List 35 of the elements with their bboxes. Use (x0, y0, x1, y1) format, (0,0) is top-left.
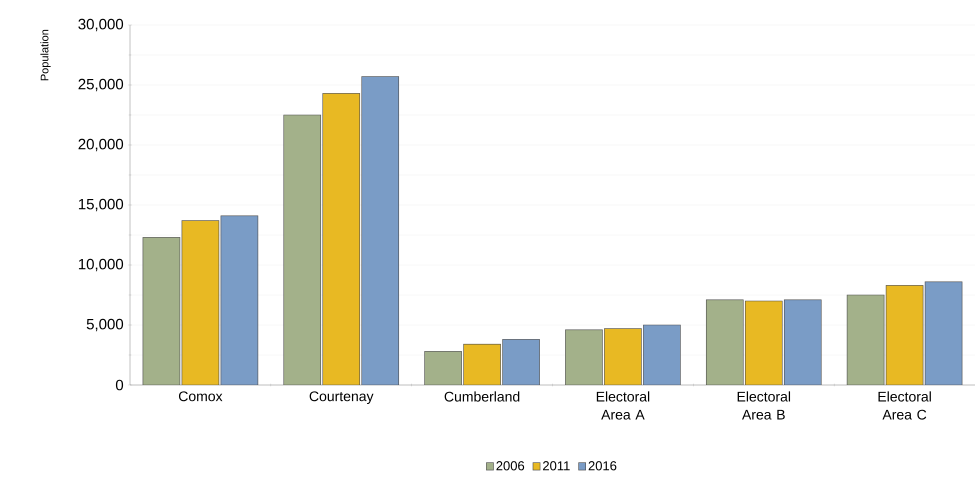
bar (322, 93, 360, 385)
bar (744, 300, 783, 385)
y-tick-label: 10,000 (78, 258, 124, 272)
bar (182, 220, 220, 385)
bar (604, 328, 642, 385)
y-tick-label: 25,000 (78, 78, 124, 92)
bar (502, 339, 540, 385)
bar (142, 237, 180, 385)
y-tick-label: 20,000 (78, 138, 124, 152)
bar (565, 330, 603, 385)
bar (886, 285, 924, 385)
x-tick-label: Cumberland (444, 391, 520, 402)
x-tick-label: Electoral Area C (878, 391, 931, 420)
bar (784, 300, 822, 385)
y-tick-label: 5,000 (86, 318, 124, 332)
x-tick-label: Electoral Area B (738, 391, 790, 420)
bar (220, 215, 258, 385)
legend-label: 2016 (588, 461, 616, 470)
bar (424, 351, 462, 385)
bar (924, 282, 962, 385)
y-tick-label: 0 (116, 380, 124, 390)
bar (361, 76, 400, 385)
x-tick-label: Comox (178, 391, 222, 402)
y-tick-label: 30,000 (78, 18, 124, 32)
legend-label: 2006 (496, 461, 524, 470)
legend-label: 2011 (543, 461, 570, 470)
bar (706, 300, 744, 385)
bar (463, 344, 501, 385)
y-axis-title: Population (40, 30, 51, 80)
bar (846, 294, 884, 385)
x-tick-label: Courtenay (310, 391, 374, 404)
bar (283, 114, 322, 385)
y-tick-label: 15,000 (78, 198, 124, 212)
x-tick-label: Electoral Area A (596, 391, 650, 420)
bar (643, 324, 681, 385)
